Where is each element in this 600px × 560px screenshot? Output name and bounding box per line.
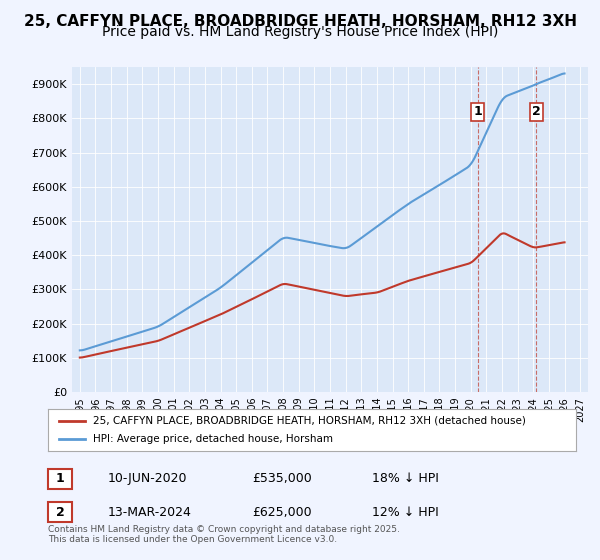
Text: £535,000: £535,000 xyxy=(252,472,312,486)
Text: 2: 2 xyxy=(56,506,64,519)
Text: 13-MAR-2024: 13-MAR-2024 xyxy=(108,506,192,519)
Text: 1: 1 xyxy=(473,105,482,118)
Text: 10-JUN-2020: 10-JUN-2020 xyxy=(108,472,187,486)
Text: 25, CAFFYN PLACE, BROADBRIDGE HEATH, HORSHAM, RH12 3XH (detached house): 25, CAFFYN PLACE, BROADBRIDGE HEATH, HOR… xyxy=(93,416,526,426)
Text: 25, CAFFYN PLACE, BROADBRIDGE HEATH, HORSHAM, RH12 3XH: 25, CAFFYN PLACE, BROADBRIDGE HEATH, HOR… xyxy=(23,14,577,29)
Text: 2: 2 xyxy=(532,105,541,118)
Text: 1: 1 xyxy=(56,472,64,486)
Text: Price paid vs. HM Land Registry's House Price Index (HPI): Price paid vs. HM Land Registry's House … xyxy=(102,25,498,39)
Text: Contains HM Land Registry data © Crown copyright and database right 2025.
This d: Contains HM Land Registry data © Crown c… xyxy=(48,525,400,544)
Text: 18% ↓ HPI: 18% ↓ HPI xyxy=(372,472,439,486)
Text: HPI: Average price, detached house, Horsham: HPI: Average price, detached house, Hors… xyxy=(93,434,333,444)
Text: £625,000: £625,000 xyxy=(252,506,311,519)
Text: 12% ↓ HPI: 12% ↓ HPI xyxy=(372,506,439,519)
